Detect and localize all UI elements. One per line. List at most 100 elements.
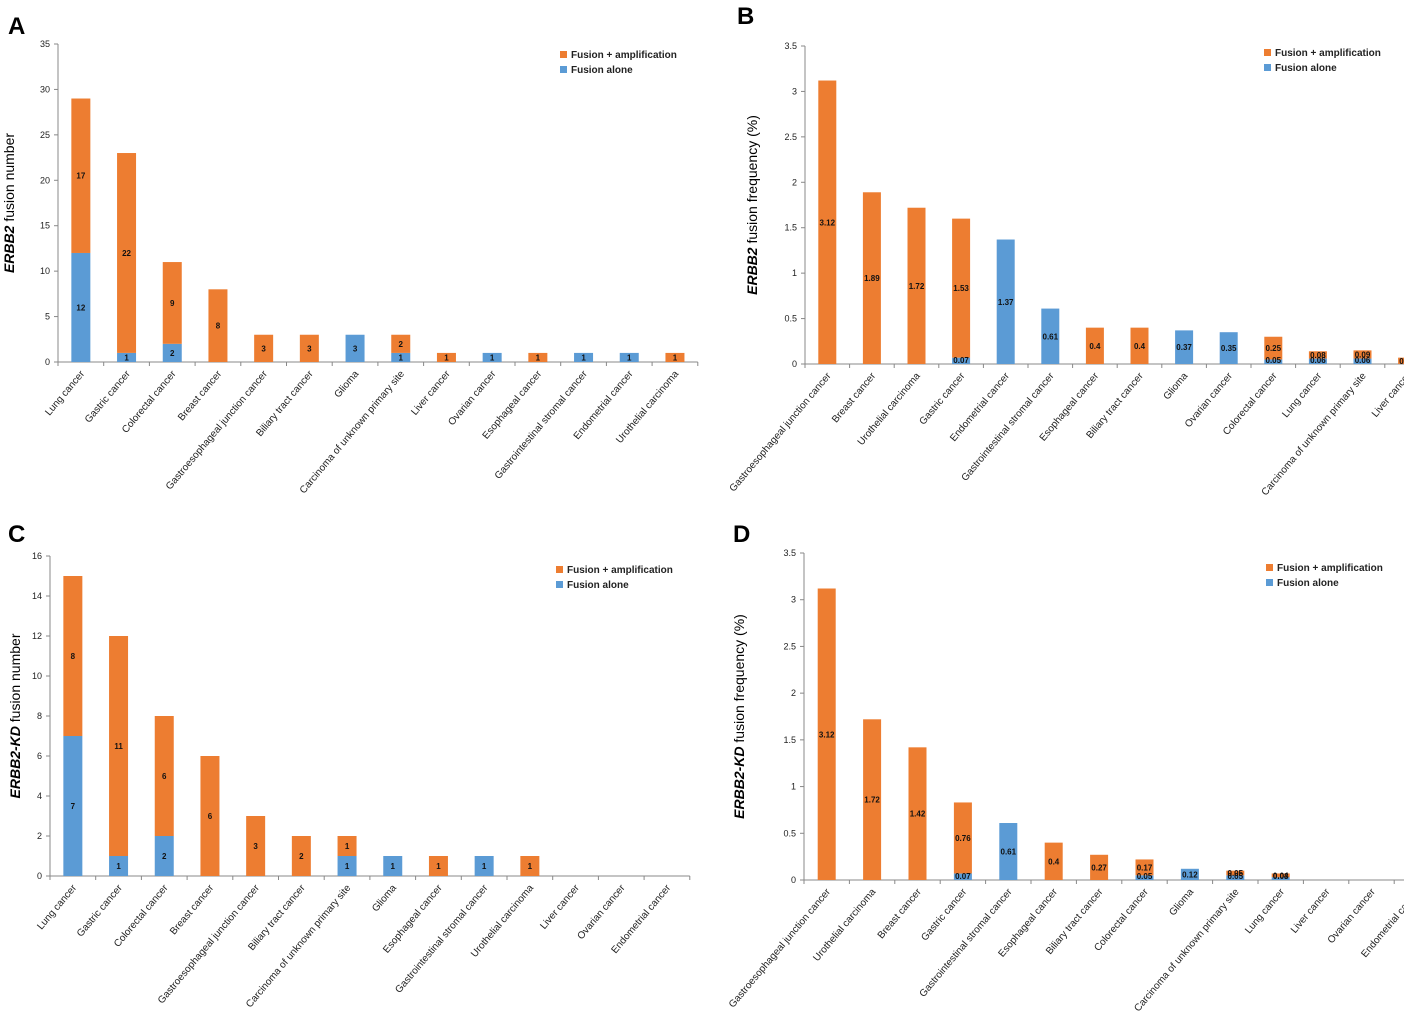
x-tick-label: Liver cancer <box>1289 886 1333 935</box>
y-tick-label: 2 <box>37 831 42 841</box>
x-tick-label: Carcinoma of unknown primary site <box>1132 887 1241 1013</box>
legend-swatch-amplification <box>1264 49 1271 56</box>
data-label-fusion-amplification: 2 <box>399 340 404 349</box>
bar-fusion-amplification <box>154 716 174 836</box>
bar-fusion-amplification <box>907 207 926 364</box>
bar-fusion-amplification <box>1308 351 1327 359</box>
legend-label-alone: Fusion alone <box>1277 578 1339 589</box>
bar-fusion-alone <box>1180 868 1199 880</box>
y-tick-label: 1.5 <box>783 735 796 745</box>
bar-fusion-amplification <box>109 636 129 856</box>
y-axis-title-gene: ERBB2-KD <box>7 726 23 798</box>
bar-fusion-alone <box>1219 332 1238 364</box>
data-label-fusion-alone: 0.61 <box>1001 848 1017 857</box>
bar-fusion-amplification <box>291 836 311 876</box>
data-label-fusion-amplification: 0.09 <box>1355 350 1371 359</box>
y-tick-label: 6 <box>37 751 42 761</box>
x-tick-label: Gastric cancer <box>918 370 968 427</box>
legend-label-amplification: Fusion + amplification <box>1275 48 1381 59</box>
data-label-fusion-alone: 0.05 <box>1137 872 1153 881</box>
bar-fusion-amplification <box>818 80 837 365</box>
data-label-fusion-alone: 0.05 <box>1228 872 1244 881</box>
y-tick-label: 3.5 <box>784 41 797 51</box>
x-tick-label: Gastrointestinal stromal cancer <box>918 886 1015 999</box>
data-label-fusion-amplification: 0.4 <box>1134 342 1146 351</box>
bar-fusion-amplification <box>299 334 319 362</box>
bar-fusion-alone <box>345 334 365 362</box>
legend-label-amplification: Fusion + amplification <box>567 565 673 576</box>
y-tick-label: 20 <box>40 175 50 185</box>
x-tick-label: Gastroesophageal junction cancer <box>728 370 834 494</box>
bar-fusion-alone <box>1175 330 1194 364</box>
y-tick-label: 3 <box>791 595 796 605</box>
y-axis-title-text: fusion frequency (%) <box>744 115 760 247</box>
bar-fusion-alone <box>999 823 1018 880</box>
legend-swatch-alone <box>560 66 567 73</box>
data-label-fusion-alone: 0.07 <box>955 872 971 881</box>
data-label-fusion-amplification: 1 <box>436 862 441 871</box>
data-label-fusion-alone: 0.12 <box>1182 870 1198 879</box>
data-label-fusion-amplification: 1.53 <box>953 284 969 293</box>
data-label-fusion-amplification: 1 <box>673 353 678 362</box>
data-label-fusion-alone: 1 <box>490 353 495 362</box>
bar-fusion-alone <box>109 856 129 876</box>
x-tick-label: Ovarian cancer <box>446 368 498 428</box>
bar-fusion-alone <box>63 736 83 876</box>
y-tick-label: 25 <box>40 130 50 140</box>
y-tick-label: 0 <box>792 359 797 369</box>
y-tick-label: 0 <box>37 871 42 881</box>
data-label-fusion-alone: 1 <box>391 862 396 871</box>
bar-fusion-amplification <box>1226 870 1245 876</box>
data-label-fusion-alone: 2 <box>162 852 167 861</box>
data-label-fusion-alone: 0.06 <box>1310 356 1326 365</box>
panel-letter: C <box>8 521 25 548</box>
x-tick-label: Gastric cancer <box>919 886 969 943</box>
bar-fusion-alone <box>1041 308 1060 364</box>
x-tick-label: Lung cancer <box>35 882 79 932</box>
bar-fusion-amplification <box>1090 854 1109 880</box>
bar-fusion-alone <box>71 252 91 362</box>
data-label-fusion-amplification: 17 <box>76 172 85 181</box>
chart-panel-b: B 0 0.5 1 1.5 2 2.5 3 3.5 ERBB2 fusion frequency … <box>728 3 1404 498</box>
bar-fusion-alone <box>996 239 1015 364</box>
bar-fusion-amplification <box>952 218 971 358</box>
data-label-fusion-amplification: 9 <box>170 299 175 308</box>
data-label-fusion-alone: 1.37 <box>998 298 1014 307</box>
y-axis-title-text: fusion frequency (%) <box>731 614 747 746</box>
y-tick-label: 0 <box>45 357 50 367</box>
y-axis-title-text: fusion number <box>7 633 23 726</box>
bar-fusion-alone <box>1308 358 1327 364</box>
data-label-fusion-amplification: 6 <box>162 772 167 781</box>
data-label-fusion-alone: 7 <box>71 802 76 811</box>
bar-fusion-amplification <box>436 352 456 362</box>
data-label-fusion-alone: 1 <box>345 862 350 871</box>
bar-fusion-amplification <box>246 816 266 876</box>
y-tick-label: 1 <box>791 782 796 792</box>
y-tick-label: 35 <box>40 39 50 49</box>
data-label-fusion-alone: 1 <box>116 862 121 871</box>
y-axis-title-gene: ERBB2 <box>1 225 17 273</box>
x-tick-label: Gastrointestinal stromal cancer <box>393 882 490 995</box>
data-label-fusion-amplification: 0.25 <box>1266 344 1282 353</box>
y-axis-title: ERBB2 fusion number <box>1 133 17 273</box>
data-label-fusion-amplification: 22 <box>122 249 131 258</box>
legend-label-alone: Fusion alone <box>571 65 633 76</box>
bar-fusion-amplification <box>428 856 448 876</box>
y-tick-label: 10 <box>40 266 50 276</box>
bar-fusion-alone <box>952 357 971 364</box>
y-tick-label: 16 <box>32 551 42 561</box>
y-tick-label: 0.5 <box>784 314 797 324</box>
data-label-fusion-amplification: 1.72 <box>909 282 925 291</box>
y-tick-label: 15 <box>40 221 50 231</box>
bar-fusion-amplification <box>71 98 91 253</box>
x-tick-label: Lung cancer <box>1243 886 1287 936</box>
x-tick-label: Gastric cancer <box>83 368 133 425</box>
legend-swatch-alone <box>556 581 563 588</box>
data-label-fusion-amplification: 1.89 <box>864 274 880 283</box>
x-tick-label: Ovarian cancer <box>1183 370 1235 430</box>
bar-fusion-alone <box>154 836 174 876</box>
bar-fusion-alone <box>1271 877 1290 880</box>
data-label-fusion-alone: 0.05 <box>1266 356 1282 365</box>
